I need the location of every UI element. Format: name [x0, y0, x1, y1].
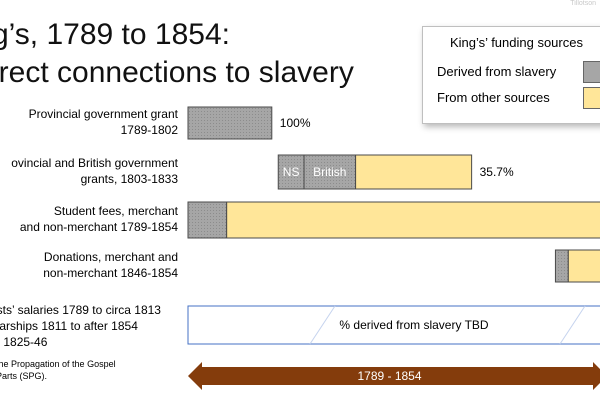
bar-1-segment-2	[355, 154, 473, 190]
row-label-salaries: ests’ salaries 1789 to circa 1813 olarsh…	[0, 302, 161, 350]
bar-1-segment-label-0: NS	[283, 165, 300, 179]
legend-swatch-other	[583, 87, 600, 109]
row-label-line: 1789-1802	[120, 123, 178, 137]
title-line-2: irect connections to slavery	[0, 56, 354, 89]
row-label-line: grants, 1803-1833	[80, 172, 178, 186]
bar-2-segment-0	[187, 201, 228, 239]
bar-3-segment-1	[567, 249, 600, 283]
row-label-government-grants: ovincial and British government grants, …	[11, 155, 178, 187]
row-label-line: ovincial and British government	[11, 156, 178, 170]
row-label-line: Donations, merchant and	[43, 250, 178, 264]
row-label-line: ests’ salaries 1789 to circa 1813	[0, 303, 161, 317]
row-label-line: olarships 1811 to after 1854	[0, 319, 138, 333]
bar-4-segment-0	[187, 305, 600, 345]
bar-4-center-text: % derived from slavery TBD	[339, 318, 488, 332]
row-label-line: and non-merchant 1789-1854	[19, 220, 178, 234]
bar-1-segment-label-1: British	[313, 165, 346, 179]
row-label-line: non-merchant 1846-1854	[43, 266, 178, 280]
timeline-label: 1789 - 1854	[357, 369, 421, 383]
watermark: Tillotson	[570, 0, 596, 7]
title-line-1: g’s, 1789 to 1854:	[0, 18, 230, 51]
bar-3-segment-0	[554, 249, 569, 283]
timeline-arrow	[188, 362, 600, 390]
legend-label-other: From other sources	[437, 90, 550, 105]
row-label-donations: Donations, merchant and non-merchant 184…	[43, 249, 178, 281]
footnote: the Propagation of the Gospel Parts (SPG…	[0, 358, 116, 382]
bar-0-segment-0	[187, 106, 273, 140]
row-label-line: Student fees, merchant	[53, 204, 178, 218]
bar-4-hatch-0	[309, 305, 336, 345]
bar-4-hatch-1	[559, 305, 586, 345]
legend-title: King’s’ funding sources	[450, 35, 583, 50]
bar-1-segment-0	[277, 154, 305, 190]
footnote-line: the Propagation of the Gospel	[0, 359, 116, 369]
legend-label-slavery: Derived from slavery	[437, 64, 557, 79]
row-label-line: Provincial government grant	[28, 107, 178, 121]
row-label-line: nt 1825-46	[0, 335, 48, 349]
legend: King’s’ funding sources Derived from sla…	[422, 26, 600, 124]
bar-2-segment-1	[226, 201, 600, 239]
row-label-provincial-grant: Provincial government grant 1789-1802	[29, 106, 178, 138]
row-label-student-fees: Student fees, merchant and non-merchant …	[20, 203, 178, 235]
bar-1-value-label: 35.7%	[480, 165, 514, 179]
footnote-line: Parts (SPG).	[0, 371, 48, 381]
legend-swatch-slavery	[583, 61, 600, 83]
bar-0-value-label: 100%	[280, 116, 311, 130]
